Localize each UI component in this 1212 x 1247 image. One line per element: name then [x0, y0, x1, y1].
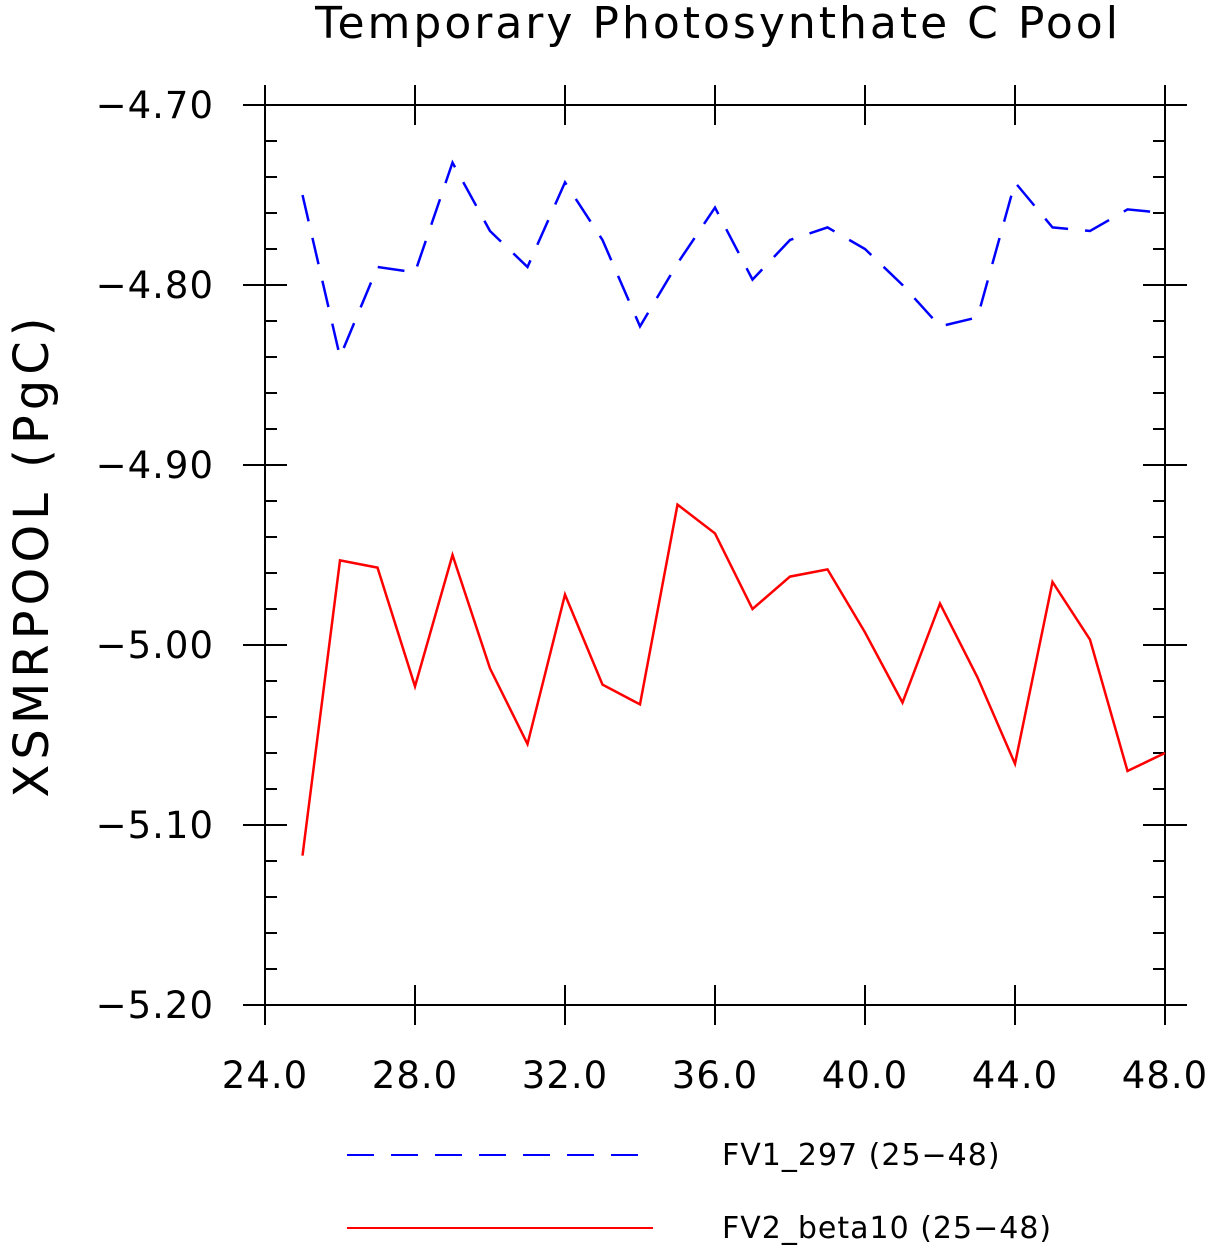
x-tick-label: 32.0 [522, 1054, 608, 1097]
y-tick-label: −4.80 [96, 264, 214, 307]
y-axis: −4.70 −4.80 −4.90 −5.00 −5.10 −5.20 [96, 84, 1187, 1027]
plot-area [264, 104, 1166, 1006]
y-tick-label: −5.20 [96, 984, 214, 1027]
y-tick-label: −5.10 [96, 804, 214, 847]
x-tick-label: 48.0 [1122, 1054, 1208, 1097]
legend-label-1: FV1_297 (25−48) [722, 1138, 1001, 1173]
chart-title: Temporary Photosynthate C Pool [314, 0, 1121, 49]
series-line-1 [301, 159, 1166, 362]
y-tick-label: −4.70 [96, 84, 214, 127]
x-tick-label: 44.0 [972, 1054, 1058, 1097]
legend-label-2: FV2_beta10 (25−48) [722, 1211, 1052, 1246]
legend: FV1_297 (25−48) FV2_beta10 (25−48) [347, 1138, 1052, 1246]
x-tick-label: 28.0 [372, 1054, 458, 1097]
series-line-2 [301, 502, 1166, 856]
x-axis: 24.0 28.0 32.0 36.0 40.0 44.0 48.0 [222, 85, 1208, 1097]
y-tick-label: −5.00 [96, 624, 214, 667]
x-tick-label: 36.0 [672, 1054, 758, 1097]
x-tick-label: 24.0 [222, 1054, 308, 1097]
y-tick-label: −4.90 [96, 444, 214, 487]
plot-border [264, 104, 1166, 1006]
y-axis-label: XSMRPOOL (PgC) [4, 312, 60, 797]
x-tick-label: 40.0 [822, 1054, 908, 1097]
series-layer [301, 159, 1166, 856]
